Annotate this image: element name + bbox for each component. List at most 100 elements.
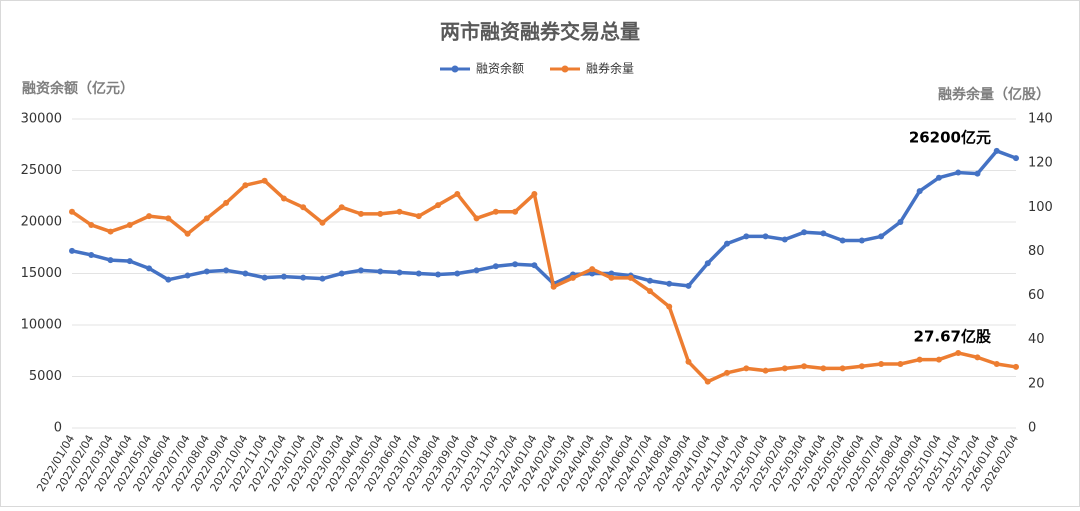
data-point <box>261 274 268 281</box>
data-point <box>435 271 442 278</box>
legend-label: 融券余量 <box>586 61 634 76</box>
data-point <box>531 262 538 269</box>
data-point <box>338 204 345 211</box>
data-point <box>280 273 287 280</box>
data-point <box>646 288 653 295</box>
data-point <box>146 265 153 272</box>
data-point <box>319 275 326 282</box>
data-point <box>377 210 384 217</box>
data-point <box>223 267 230 274</box>
data-point <box>126 258 133 265</box>
data-point <box>396 269 403 276</box>
data-point <box>608 270 615 277</box>
data-point <box>1013 155 1019 162</box>
data-point <box>955 349 962 356</box>
data-point <box>993 147 1000 154</box>
data-point <box>781 236 788 243</box>
data-point <box>801 363 808 370</box>
y-axis-title: 融资余额（亿元） <box>22 80 134 97</box>
chart-title: 两市融资融券交易总量 <box>440 20 640 44</box>
data-point <box>473 215 480 222</box>
data-point <box>454 270 461 277</box>
y2-tick-label: 20 <box>1028 376 1045 391</box>
data-point <box>107 228 114 235</box>
data-point <box>300 204 307 211</box>
legend-label: 融资余额 <box>476 61 524 76</box>
data-point <box>280 195 287 202</box>
data-point <box>666 280 673 287</box>
data-point <box>184 230 191 237</box>
data-point <box>126 221 133 228</box>
data-point <box>203 215 210 222</box>
data-point <box>935 356 942 363</box>
data-point <box>377 268 384 275</box>
data-point <box>454 191 461 198</box>
data-point <box>935 174 942 181</box>
y-tick-label: 10000 <box>21 318 62 333</box>
legend: 融资余额 融券余量 <box>440 61 634 76</box>
data-point <box>589 270 596 277</box>
data-point <box>435 202 442 209</box>
data-point <box>165 276 172 283</box>
data-point <box>261 177 268 184</box>
data-point <box>242 270 249 277</box>
data-point <box>762 233 769 240</box>
data-point <box>492 263 499 270</box>
y2-axis-title: 融券余量（亿股） <box>938 86 1050 103</box>
data-point <box>512 208 519 215</box>
data-point <box>1013 363 1019 370</box>
data-point <box>589 266 596 273</box>
y2-tick-label: 120 <box>1028 156 1053 171</box>
legend-marker <box>561 65 569 73</box>
data-point <box>801 229 808 236</box>
y2-tick-label: 100 <box>1028 200 1053 215</box>
y2-tick-label: 80 <box>1028 244 1045 259</box>
series-line <box>71 149 1017 288</box>
y-tick-label: 20000 <box>21 215 62 230</box>
data-point <box>165 215 172 222</box>
data-point <box>704 260 711 267</box>
data-point <box>916 356 923 363</box>
data-point <box>569 274 576 281</box>
data-point <box>415 213 422 220</box>
data-point <box>993 360 1000 367</box>
data-point <box>878 233 885 240</box>
data-point <box>704 378 711 385</box>
data-point <box>396 208 403 215</box>
data-point <box>839 365 846 372</box>
y-tick-label: 25000 <box>21 163 62 178</box>
data-point <box>107 257 114 264</box>
data-point <box>724 240 731 247</box>
data-point <box>627 274 634 281</box>
data-point <box>955 169 962 176</box>
data-point <box>781 365 788 372</box>
legend-marker <box>451 65 459 73</box>
data-point <box>743 365 750 372</box>
y2-tick-label: 60 <box>1028 288 1045 303</box>
data-point <box>512 261 519 268</box>
data-point <box>916 188 923 195</box>
data-point <box>492 208 499 215</box>
data-point <box>300 274 307 281</box>
annotation: 26200亿元 <box>909 129 991 147</box>
data-point <box>88 221 95 228</box>
data-point <box>820 365 827 372</box>
data-point <box>531 191 538 198</box>
data-point <box>357 267 364 274</box>
data-point <box>338 270 345 277</box>
y2-tick-label: 0 <box>1028 421 1036 436</box>
y-tick-label: 0 <box>54 421 62 436</box>
data-point <box>820 230 827 237</box>
y2-tick-label: 40 <box>1028 332 1045 347</box>
data-point <box>223 199 230 206</box>
data-point <box>203 268 210 275</box>
data-point <box>550 283 557 290</box>
data-point <box>415 270 422 277</box>
y-tick-label: 15000 <box>21 266 62 281</box>
data-point <box>357 210 364 217</box>
data-point <box>858 237 865 244</box>
series-line <box>71 179 1017 384</box>
data-point <box>608 274 615 281</box>
